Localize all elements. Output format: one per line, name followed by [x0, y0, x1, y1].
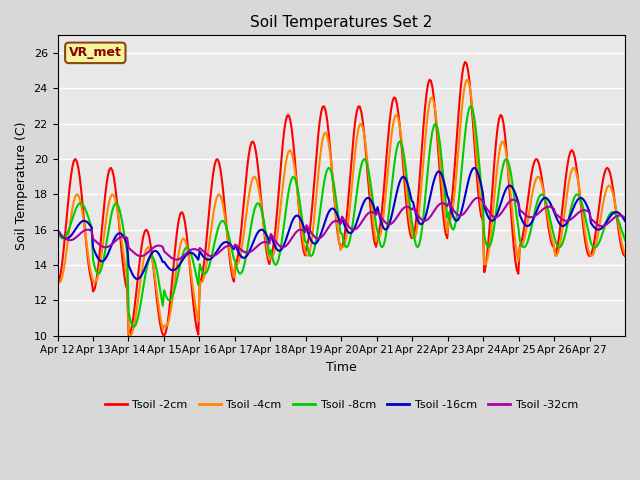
- Y-axis label: Soil Temperature (C): Soil Temperature (C): [15, 121, 28, 250]
- Title: Soil Temperatures Set 2: Soil Temperatures Set 2: [250, 15, 433, 30]
- Text: VR_met: VR_met: [69, 47, 122, 60]
- X-axis label: Time: Time: [326, 361, 356, 374]
- Legend: Tsoil -2cm, Tsoil -4cm, Tsoil -8cm, Tsoil -16cm, Tsoil -32cm: Tsoil -2cm, Tsoil -4cm, Tsoil -8cm, Tsoi…: [100, 395, 582, 414]
